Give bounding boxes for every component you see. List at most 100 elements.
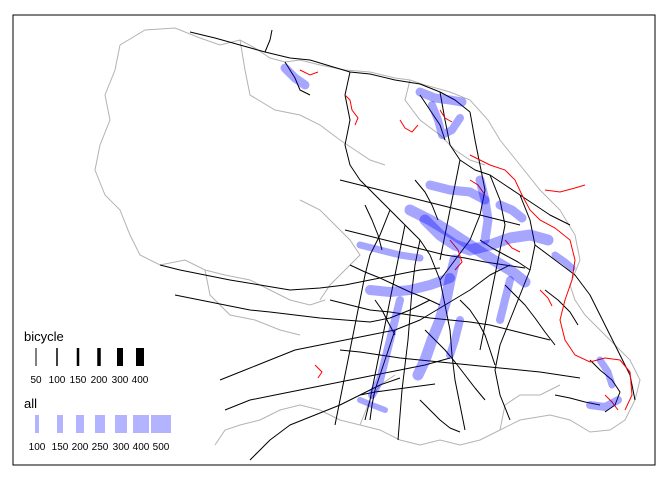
cycle-path [314,364,323,379]
boundary-central [299,199,361,301]
cycle-path [544,184,586,193]
flow-line [495,200,527,223]
road [374,299,396,336]
legend-bicycle: bicycle 50 100 150 200 300 400 [24,329,149,386]
road [419,399,461,433]
legend-bicycle-symbol [136,348,144,366]
legend-all-symbol [151,415,171,433]
flow-line [475,175,493,245]
cycle-path [469,154,633,411]
legend-all-symbol [57,415,63,433]
road [589,359,621,413]
boundary-east [404,79,486,166]
road [424,329,486,401]
cycle-path [399,119,419,133]
boundary-north [239,39,386,166]
road [159,264,441,291]
road [334,209,391,426]
road [344,71,431,256]
legend-bicycle-symbol [97,348,101,366]
flow-line [446,316,464,359]
road [554,394,601,406]
road [344,229,526,269]
flow-line [412,254,461,381]
flow-line [357,397,388,413]
road [219,264,511,381]
legend-all-symbol [95,415,105,433]
flow-line [596,356,616,389]
road [479,174,506,351]
road [494,194,536,421]
legend-all: all 100 150 200 250 300 400 500 [24,396,171,453]
road [224,357,451,411]
boundary-west [94,44,326,306]
legend-all-label: 200 [72,442,89,453]
road [504,284,556,346]
road [364,204,383,251]
legend-all-labels: 100 150 200 250 300 400 500 [29,442,170,453]
road [479,239,531,271]
legend-all-label: 150 [52,442,69,453]
road [414,179,439,221]
road [189,31,471,113]
road [369,329,396,421]
road [174,294,431,323]
legend-all-symbol [76,415,84,433]
flow-line [356,241,424,262]
flow-line [404,204,531,288]
road [264,29,273,53]
boundary-southeast [499,384,561,431]
legend-all-symbol [133,415,149,433]
legend-bicycle-symbol [76,348,80,366]
cycle-path [449,239,463,271]
outer-boundary [119,27,641,446]
cycle-path [504,239,521,253]
flow-line [365,273,455,297]
legend-bicycle-label: 300 [112,375,129,386]
road-network [159,29,636,461]
cycle-path [299,69,319,76]
legend-all-label: 100 [29,442,46,453]
legend-bicycle-label: 100 [49,375,66,386]
road [359,383,436,396]
cycle-path-layer [299,69,633,411]
legend-all-symbols [35,415,171,433]
legend-all-label: 400 [133,442,150,453]
cycle-path [344,94,359,126]
boundary-southwest [204,269,301,336]
road [397,239,421,441]
flow-line [280,63,310,90]
legend-bicycle-symbols [35,348,144,366]
map-frame [12,14,656,466]
boundary-layer [94,27,641,446]
legend-bicycle-symbol [56,348,58,366]
cycle-path [604,394,619,411]
flow-layer [280,63,622,413]
flow-line [496,276,514,324]
legend-all-label: 500 [153,442,170,453]
cycle-path [439,109,453,123]
legend-all-label: 300 [113,442,130,453]
road [284,61,311,96]
legend-bicycle-label: 150 [70,375,87,386]
cycle-path [469,179,486,196]
road [339,179,521,226]
road [439,159,461,261]
road [329,299,551,341]
flow-line [428,101,464,139]
flow-line [368,296,404,399]
flow-line [419,214,554,256]
legend-all-symbol [35,415,39,433]
legend-bicycle-label: 200 [91,375,108,386]
legend-bicycle-label: 400 [132,375,149,386]
legend-all-title: all [24,396,37,411]
road [349,264,441,306]
legend-all-symbol [115,415,127,433]
road [339,349,581,379]
flow-line [425,180,490,205]
legend-all-label: 250 [92,442,109,453]
legend-bicycle-labels: 50 100 150 200 300 400 [30,375,148,386]
legend-bicycle-symbol [117,348,123,366]
road [419,94,446,141]
